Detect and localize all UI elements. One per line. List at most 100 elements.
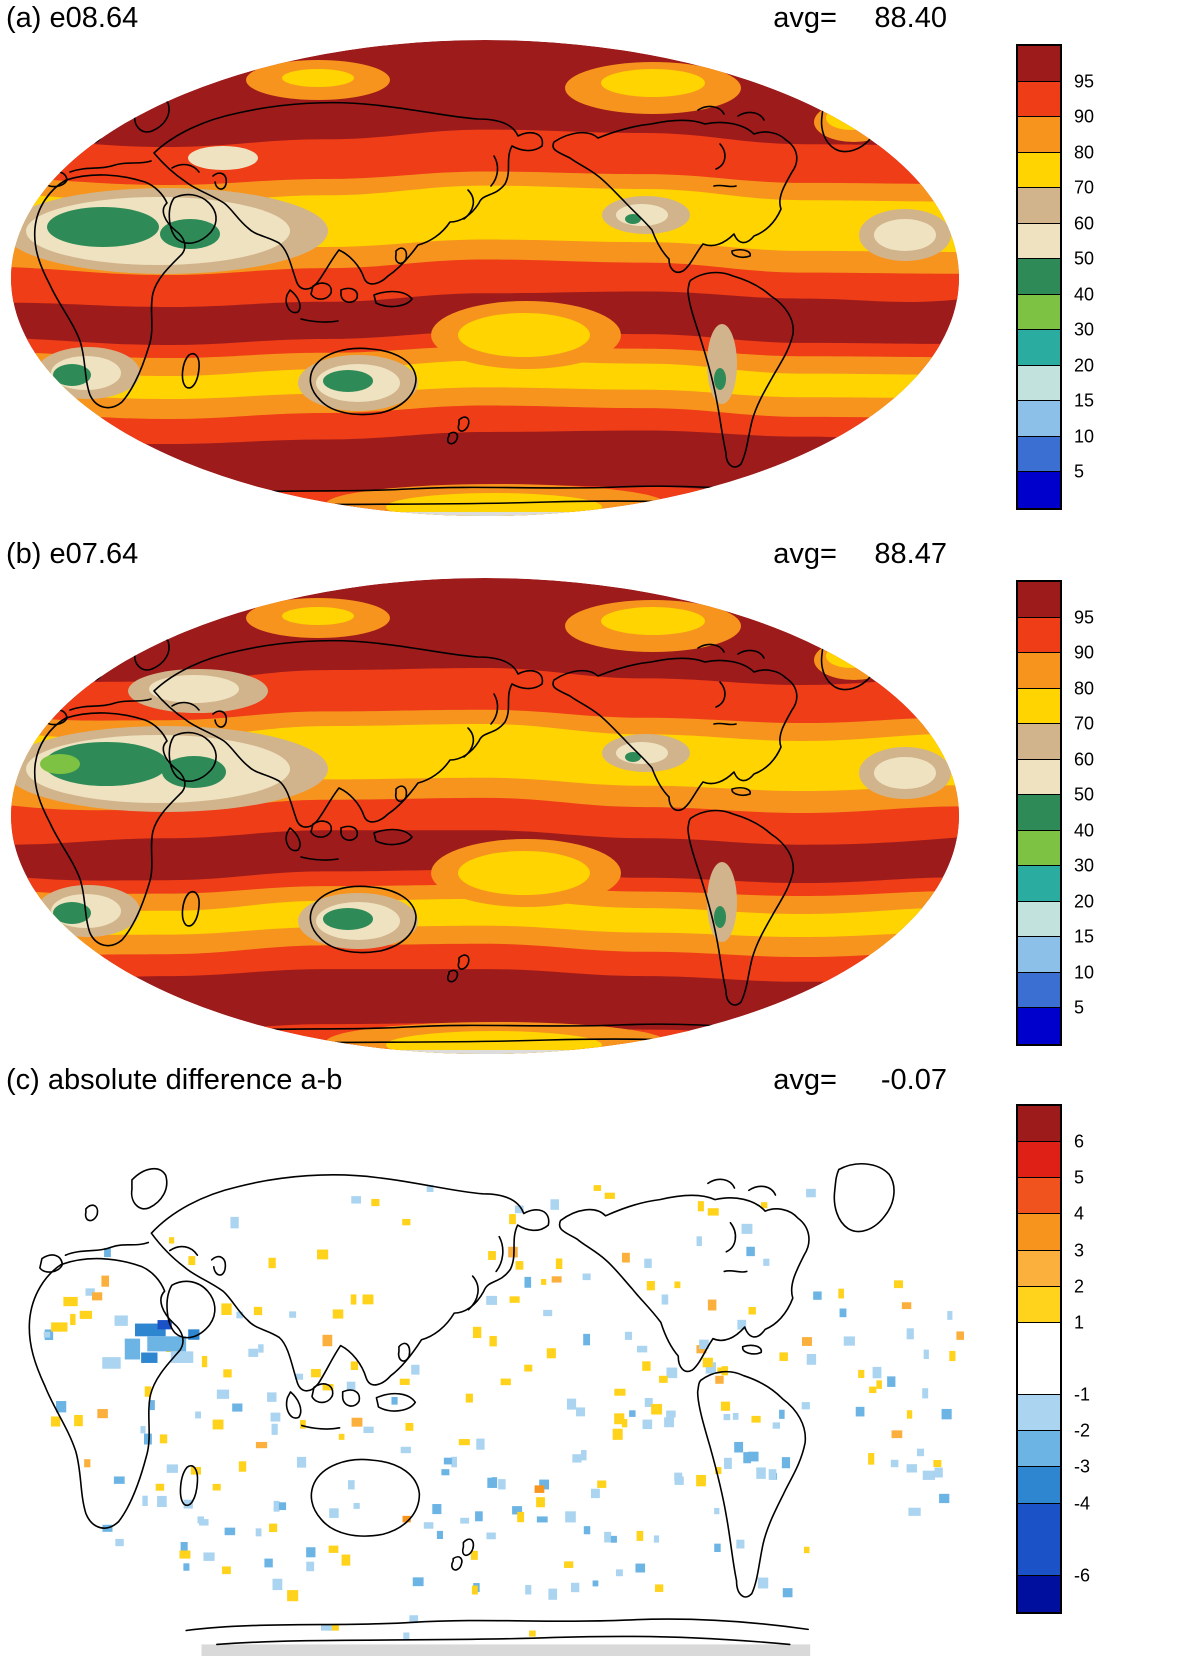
contour-region — [601, 69, 705, 97]
coastline — [341, 288, 357, 302]
diff-speckle — [906, 1328, 914, 1340]
diff-speckle — [221, 1303, 232, 1315]
diff-speckle — [868, 1453, 875, 1465]
colorbar-tick-label: 80 — [1074, 142, 1095, 163]
coastline — [688, 273, 793, 467]
diff-speckle — [956, 1331, 964, 1340]
map-layers — [11, 40, 959, 516]
diff-speckle — [763, 1258, 770, 1266]
diff-speckle — [294, 1373, 304, 1380]
colorbar-segment — [1018, 294, 1060, 331]
diff-speckle — [197, 1516, 205, 1524]
diff-speckle — [346, 1381, 356, 1392]
coastline — [286, 828, 300, 851]
panel-b-avg-label: avg= — [773, 538, 837, 570]
colorbar-tick-label: 95 — [1074, 71, 1095, 92]
diff-speckle — [201, 1355, 208, 1368]
diff-speckle — [43, 1331, 51, 1338]
coastline — [452, 1557, 462, 1570]
diff-speckle — [405, 1422, 414, 1431]
diff-speckle — [270, 1412, 281, 1422]
coastline — [834, 1164, 894, 1232]
diff-speckle — [760, 1202, 768, 1209]
diff-speckle — [423, 1522, 434, 1529]
diff-speckle — [180, 1542, 188, 1554]
coastline — [90, 667, 102, 680]
diff-speckle — [803, 1546, 810, 1554]
colorbar-segment — [1018, 1250, 1060, 1287]
diff-cluster-cell — [92, 1292, 103, 1301]
coastline — [448, 432, 458, 443]
coastline — [469, 1276, 479, 1310]
coastline — [172, 703, 199, 710]
diff-speckle — [813, 1291, 822, 1300]
coastline — [169, 195, 216, 244]
panel-a-avg-value: 88.40 — [874, 2, 947, 34]
colorbar-segment — [1018, 472, 1060, 508]
diff-speckle — [509, 1296, 520, 1303]
diff-speckle — [471, 1585, 478, 1595]
diff-speckle — [248, 1348, 259, 1357]
diff-speckle — [350, 1361, 359, 1371]
diff-speckle — [697, 1201, 704, 1212]
diff-speckle — [255, 1528, 262, 1537]
diff-speckle — [635, 1563, 646, 1573]
coastline — [376, 1394, 415, 1411]
diff-cluster-cell — [114, 1315, 128, 1326]
diff-speckle — [543, 1309, 553, 1317]
coastline — [463, 1539, 474, 1555]
contour-band — [11, 797, 959, 845]
diff-speckle — [571, 1582, 580, 1593]
diff-speckle — [157, 1495, 167, 1508]
diff-speckle — [550, 1199, 560, 1210]
diff-speckle — [475, 1511, 483, 1522]
diff-speckle — [582, 1273, 591, 1281]
colorbar-segment — [1018, 1431, 1060, 1468]
diff-speckle — [140, 1426, 146, 1434]
diff-speckle — [604, 1192, 615, 1199]
diff-speckle — [155, 1483, 165, 1491]
colorbar-tick-label: 30 — [1074, 855, 1095, 876]
diff-speckle — [642, 1361, 651, 1371]
diff-speckle — [779, 1352, 788, 1361]
coastline — [396, 248, 407, 263]
coastline — [698, 107, 724, 114]
coastline — [738, 113, 764, 120]
diff-speckle — [872, 1366, 882, 1379]
diff-speckle — [869, 1386, 877, 1394]
diff-speckle — [338, 1433, 345, 1440]
diff-speckle — [84, 1459, 91, 1468]
diff-cluster-cell — [216, 1389, 230, 1399]
diff-cluster-cell — [79, 1310, 93, 1319]
diff-speckle — [636, 1530, 644, 1541]
diff-speckle — [949, 1350, 956, 1362]
diff-speckle — [751, 1415, 761, 1423]
colorbar-tick-label: 5 — [1074, 461, 1085, 482]
diff-speckle — [391, 1396, 398, 1405]
diff-speckle — [371, 1198, 380, 1207]
colorbar-segment — [1018, 1322, 1060, 1396]
diff-speckle — [732, 1412, 739, 1420]
diff-speckle — [271, 1423, 278, 1435]
diff-cluster-cell — [908, 1507, 921, 1516]
diff-cluster-cell — [922, 1470, 936, 1480]
diff-speckle — [756, 1467, 766, 1479]
contour-region — [44, 742, 168, 786]
diff-speckle — [272, 1578, 283, 1591]
coastline — [86, 1205, 98, 1220]
coastline — [396, 786, 407, 801]
diff-speckle — [664, 1417, 675, 1428]
diff-speckle — [593, 1185, 602, 1191]
coastline — [170, 1247, 198, 1256]
coastline — [374, 292, 412, 307]
diff-speckle — [666, 1410, 676, 1418]
diff-speckle — [576, 1407, 586, 1417]
panel-c-avg: avg= -0.07 — [687, 1064, 947, 1097]
colorbar-segments — [1016, 1104, 1062, 1614]
coastline — [172, 165, 199, 172]
diff-speckle — [268, 1257, 276, 1269]
coastline — [491, 156, 498, 186]
coastline — [738, 651, 764, 658]
diff-speckle — [402, 1515, 411, 1523]
diff-speckle — [166, 1464, 178, 1473]
